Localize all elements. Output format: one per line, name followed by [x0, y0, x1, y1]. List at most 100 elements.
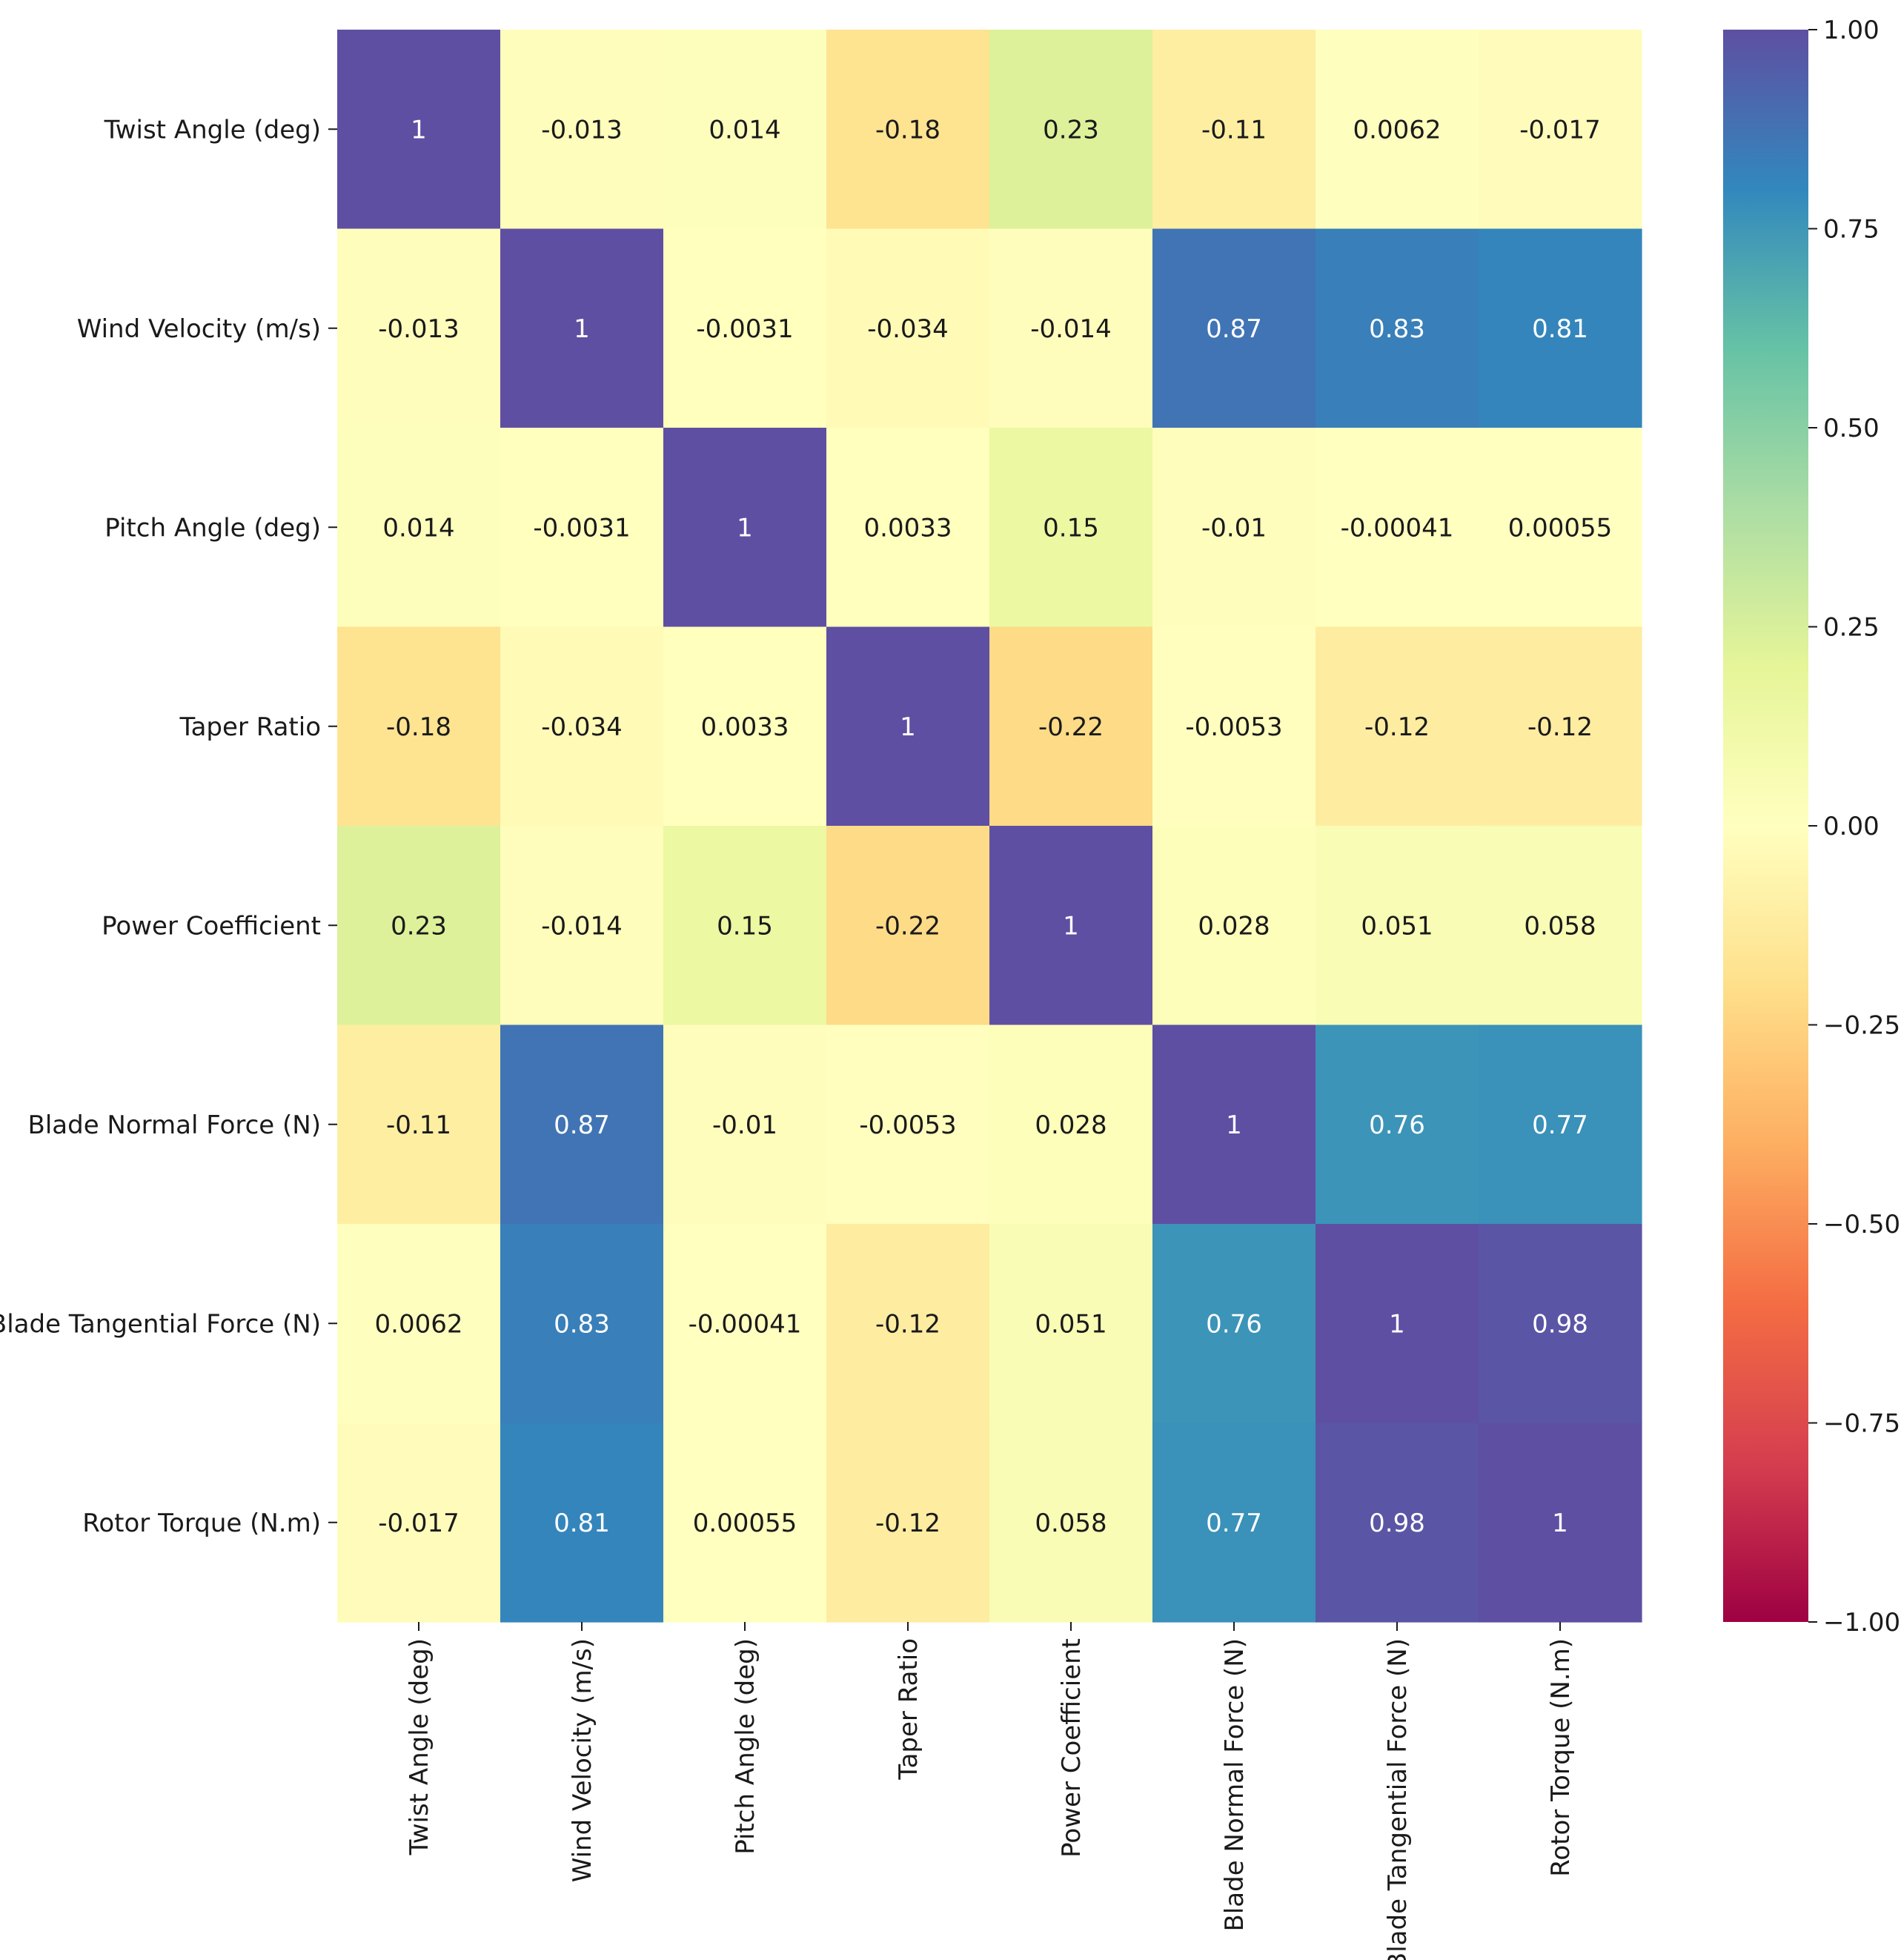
colorbar-tick-label: 0.25	[1823, 613, 1880, 643]
cell-value-label: -0.01	[1201, 513, 1267, 543]
heatmap-cell	[1316, 1224, 1479, 1424]
heatmap-cell	[337, 1024, 501, 1225]
heatmap-cell	[1479, 1024, 1642, 1225]
heatmap-cell	[500, 626, 664, 827]
cell-value-label: 1	[574, 314, 590, 344]
heatmap-cell	[663, 1024, 827, 1225]
x-axis: Twist Angle (deg) Wind Velocity (m/s) Pitc…	[405, 1622, 1576, 1960]
heatmap-cell	[500, 1423, 664, 1623]
heatmap-cell	[337, 626, 501, 827]
cell-value-label: 0.87	[1206, 314, 1262, 344]
cell-value-label: 0.83	[554, 1309, 610, 1339]
heatmap-cell	[989, 826, 1153, 1026]
x-tick-label: Rotor Torque (N.m)	[1546, 1638, 1576, 1877]
colorbar-tick-label: 0.75	[1823, 215, 1880, 245]
cell-value-label: 0.00055	[1508, 513, 1613, 543]
cell-value-label: 0.77	[1206, 1509, 1262, 1538]
cell-value-label: -0.034	[541, 712, 623, 742]
heatmap-cell	[500, 1224, 664, 1424]
heatmap-cell	[1152, 228, 1316, 428]
cell-value-label: -0.00041	[689, 1309, 802, 1339]
heatmap-cell	[1152, 1423, 1316, 1623]
cell-value-label: 0.77	[1532, 1110, 1588, 1140]
heatmap-cell	[1316, 228, 1479, 428]
cell-value-label: -0.01	[712, 1110, 777, 1140]
colorbar-tick-label: 1.00	[1823, 16, 1880, 45]
heatmap-cell	[500, 228, 664, 428]
heatmap-cell	[663, 626, 827, 827]
cell-value-label: 0.23	[391, 911, 447, 941]
cell-value-label: 0.23	[1043, 115, 1099, 145]
cell-value-label: 0.98	[1532, 1309, 1588, 1339]
heatmap-cell	[1152, 826, 1316, 1026]
cell-value-label: 0.83	[1369, 314, 1425, 344]
cell-value-label: 1	[1552, 1509, 1568, 1538]
cell-value-label: -0.12	[875, 1309, 940, 1339]
y-tick-label: Taper Ratio	[179, 712, 321, 742]
cell-value-label: 0.00055	[693, 1509, 797, 1538]
y-tick-label: Twist Angle (deg)	[104, 115, 321, 145]
heatmap-cell	[1152, 1224, 1316, 1424]
cell-value-label: 0.98	[1369, 1509, 1425, 1538]
heatmap-cell	[1316, 826, 1479, 1026]
cell-value-label: 0.028	[1035, 1110, 1107, 1140]
cell-value-label: -0.013	[541, 115, 623, 145]
cell-value-label: -0.18	[386, 712, 451, 742]
cell-value-label: -0.034	[867, 314, 949, 344]
colorbar: 1.00 0.75 0.50 0.25 0.00 −0.25 −0.50 −0.75 −1.00	[1723, 16, 1900, 1638]
heatmap-cell	[989, 228, 1153, 428]
x-tick-label: Blade Normal Force (N)	[1220, 1638, 1250, 1932]
heatmap-cell	[989, 30, 1153, 230]
cell-value-label: -0.017	[1519, 115, 1601, 145]
y-tick-label: Blade Normal Force (N)	[28, 1110, 322, 1140]
heatmap-cell	[1479, 626, 1642, 827]
heatmap-cell	[989, 1224, 1153, 1424]
y-tick-label: Pitch Angle (deg)	[104, 513, 321, 543]
heatmap-cell	[989, 428, 1153, 628]
cell-value-label: 0.81	[554, 1509, 610, 1538]
heatmap-cell	[500, 30, 664, 230]
x-tick-label: Pitch Angle (deg)	[731, 1638, 760, 1855]
cell-value-label: -0.12	[1527, 712, 1593, 742]
cell-value-label: -0.22	[1038, 712, 1104, 742]
heatmap-cell	[1479, 30, 1642, 230]
heatmap-cell	[1152, 626, 1316, 827]
cell-value-label: 1	[737, 513, 753, 543]
heatmap-cell	[989, 626, 1153, 827]
colorbar-tick-label: −0.50	[1823, 1210, 1900, 1239]
cell-value-label: 0.0033	[701, 712, 789, 742]
cell-value-label: 1	[1226, 1110, 1242, 1140]
heatmap-cell	[337, 428, 501, 628]
x-tick-label: Blade Tangential Force (N)	[1383, 1638, 1413, 1960]
cell-value-label: 0.051	[1361, 911, 1433, 941]
heatmap-cell	[500, 428, 664, 628]
heatmap-cell	[663, 826, 827, 1026]
cell-value-label: 1	[900, 712, 916, 742]
cell-value-label: -0.014	[1030, 314, 1112, 344]
cell-value-label: -0.017	[378, 1509, 460, 1538]
cell-value-label: 0.0062	[1353, 115, 1441, 145]
cell-value-label: 0.0062	[375, 1309, 463, 1339]
y-tick-label: Wind Velocity (m/s)	[77, 314, 321, 344]
heatmap-cell	[1316, 1423, 1479, 1623]
cell-value-label: 0.0033	[864, 513, 952, 543]
cell-value-label: -0.12	[1364, 712, 1430, 742]
heatmap-cell	[1316, 626, 1479, 827]
heatmap-cell	[826, 1423, 990, 1623]
heatmap-cell	[1316, 30, 1479, 230]
y-tick-label: Power Coefficient	[102, 911, 321, 941]
heatmap-cell	[1479, 826, 1642, 1026]
cell-value-label: 0.15	[1043, 513, 1099, 543]
cell-value-label: -0.013	[378, 314, 460, 344]
cell-value-label: -0.0053	[859, 1110, 956, 1140]
heatmap-cell	[989, 1024, 1153, 1225]
x-tick-label: Wind Velocity (m/s)	[568, 1638, 597, 1882]
heatmap-cell	[337, 30, 501, 230]
heatmap-cells	[337, 30, 1642, 1623]
colorbar-gradient	[1723, 30, 1808, 1622]
heatmap-cell	[663, 30, 827, 230]
cell-value-label: -0.0031	[533, 513, 630, 543]
colorbar-tick-label: 0.00	[1823, 812, 1880, 841]
heatmap-annotations: 1 -0.013 0.014 -0.18 0.23 -0.11 0.0062 -0.017 -0…	[375, 115, 1613, 1538]
heatmap-cell	[826, 228, 990, 428]
